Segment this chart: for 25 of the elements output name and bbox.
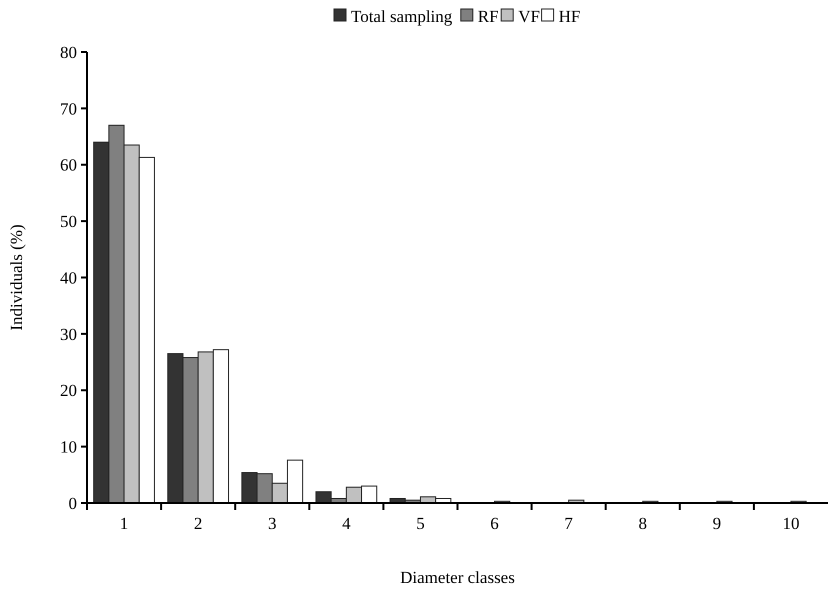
y-tick-label: 20 [60, 381, 77, 400]
x-tick-label: 3 [268, 514, 276, 533]
x-tick-label: 1 [120, 514, 128, 533]
y-tick-label: 60 [60, 156, 77, 175]
x-tick-label: 8 [638, 514, 647, 533]
x-tick-label: 4 [342, 514, 352, 533]
x-tick-label: 7 [564, 514, 574, 533]
y-tick-label: 10 [60, 438, 77, 457]
y-tick-label: 0 [68, 494, 77, 513]
y-tick-label: 80 [60, 42, 77, 62]
y-tick-label: 40 [60, 268, 77, 288]
legend-label: Total sampling [351, 6, 453, 26]
legend-label: HF [558, 6, 580, 26]
y-axis-title: Individuals (%) [7, 224, 26, 331]
x-tick-label: 2 [194, 514, 202, 533]
x-axis-title: Diameter classes [400, 568, 515, 587]
legend-label: VF [518, 6, 540, 26]
y-tick-label: 70 [60, 99, 77, 118]
legend-label: RF [478, 6, 499, 26]
x-tick-label: 5 [416, 514, 425, 533]
y-tick-label: 30 [60, 324, 77, 344]
x-tick-label: 9 [712, 514, 722, 533]
x-tick-label: 10 [782, 514, 800, 533]
y-tick-label: 50 [60, 212, 77, 232]
x-tick-label: 6 [490, 514, 499, 533]
